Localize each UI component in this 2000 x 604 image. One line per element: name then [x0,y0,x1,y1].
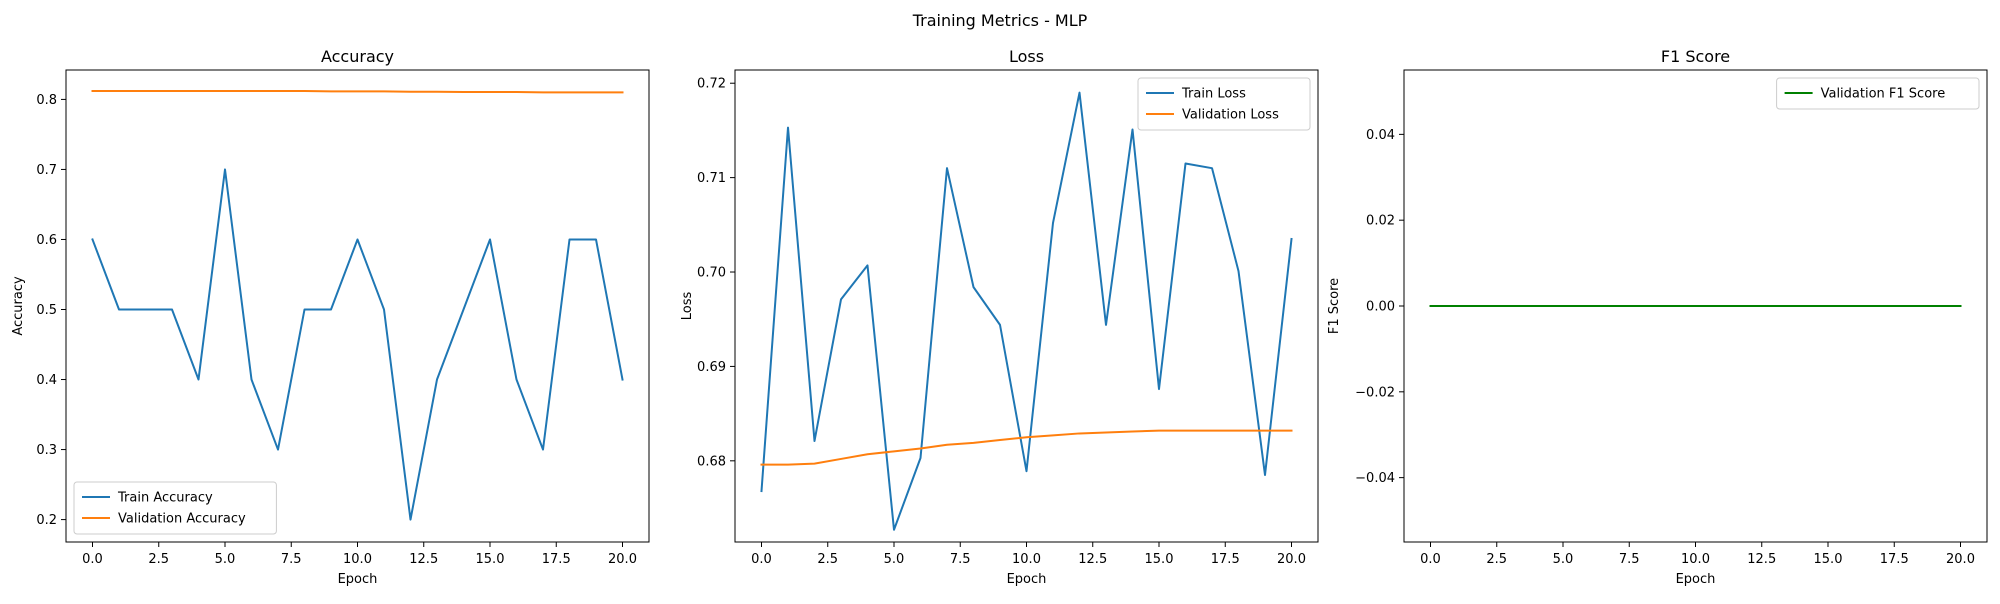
x-tick-label: 5.0 [1553,552,1574,567]
x-tick-label: 2.5 [1486,552,1507,567]
x-tick-label: 20.0 [1277,552,1306,567]
legend: Validation F1 Score [1776,77,1980,110]
x-tick-label: 7.5 [1619,552,1640,567]
legend-label: Validation F1 Score [1821,87,1946,102]
x-tick-label: 10.0 [1012,552,1041,567]
series-line-validation-accuracy [91,90,624,94]
series-line-train-loss [760,91,1293,531]
legend-label: Validation Loss [1182,108,1279,123]
legend-frame [73,481,277,535]
x-tick-label: 0.0 [1420,552,1441,567]
x-tick-label: 7.5 [281,552,302,567]
x-axis-label: Epoch [338,572,378,587]
x-tick-label: 20.0 [1946,552,1975,567]
figure-suptitle: Training Metrics - MLP [912,11,1088,30]
y-tick-label: −0.02 [1355,385,1395,400]
y-tick-label: 0.68 [697,454,726,469]
x-tick-label: 12.5 [1078,552,1107,567]
legend-frame [1776,77,1980,110]
chart-title: Accuracy [321,47,394,66]
y-tick-label: 0.6 [36,233,57,248]
chart-accuracy: Accuracy 0.0 2.5 5.0 7.5 10.0 12.5 15.0 17.5 20.0… [11,47,650,587]
x-tick-label: 0.0 [751,552,772,567]
y-tick-label: 0.02 [1366,214,1395,229]
legend-label: Train Loss [1181,87,1246,102]
y-tick-label: −0.04 [1355,471,1395,486]
legend-label: Validation Accuracy [118,512,246,527]
x-tick-label: 12.5 [409,552,438,567]
x-tick-label: 15.0 [1814,552,1843,567]
y-tick-label: 0.00 [1366,300,1395,315]
chart-title: F1 Score [1661,47,1730,66]
y-axis-label: F1 Score [1327,278,1342,334]
y-tick-label: 0.72 [697,77,726,92]
chart-loss: Loss 0.0 2.5 5.0 7.5 10.0 12.5 15.0 17.5 20.0 0.68… [680,47,1319,587]
legend: Train Accuracy Validation Accuracy [73,481,277,535]
x-tick-label: 17.5 [1880,552,1909,567]
y-tick-label: 0.71 [697,171,726,186]
x-tick-label: 15.0 [1145,552,1174,567]
x-tick-label: 17.5 [542,552,571,567]
chart-title: Loss [1009,47,1044,66]
x-tick-label: 0.0 [82,552,103,567]
x-tick-label: 10.0 [343,552,372,567]
y-tick-label: 0.3 [36,443,57,458]
y-tick-label: 0.70 [697,266,726,281]
x-tick-label: 2.5 [148,552,169,567]
x-tick-label: 15.0 [476,552,505,567]
x-axis-label: Epoch [1007,572,1047,587]
y-axis-label: Loss [680,292,695,321]
x-tick-label: 10.0 [1681,552,1710,567]
x-tick-label: 7.5 [950,552,971,567]
x-tick-label: 12.5 [1747,552,1776,567]
y-tick-label: 0.4 [36,373,57,388]
y-tick-label: 0.5 [36,303,57,318]
y-tick-label: 0.69 [697,360,726,375]
x-axis-label: Epoch [1676,572,1716,587]
y-tick-label: 0.7 [36,163,57,178]
series-line-train-accuracy [91,168,624,521]
y-axis-label: Accuracy [11,276,26,336]
x-tick-label: 17.5 [1211,552,1240,567]
series-line-validation-loss [760,429,1293,466]
y-tick-label: 0.8 [36,93,57,108]
legend-label: Train Accuracy [117,491,213,506]
chart-f1-score: F1 Score 0.0 2.5 5.0 7.5 10.0 12.5 15.0 17.5 20.0… [1327,47,1988,587]
y-tick-label: 0.04 [1366,128,1395,143]
legend: Train Loss Validation Loss [1137,77,1311,131]
x-tick-label: 5.0 [884,552,905,567]
x-tick-label: 2.5 [817,552,838,567]
x-tick-label: 5.0 [215,552,236,567]
legend-frame [1137,77,1311,131]
x-tick-label: 20.0 [608,552,637,567]
y-tick-label: 0.2 [36,513,57,528]
